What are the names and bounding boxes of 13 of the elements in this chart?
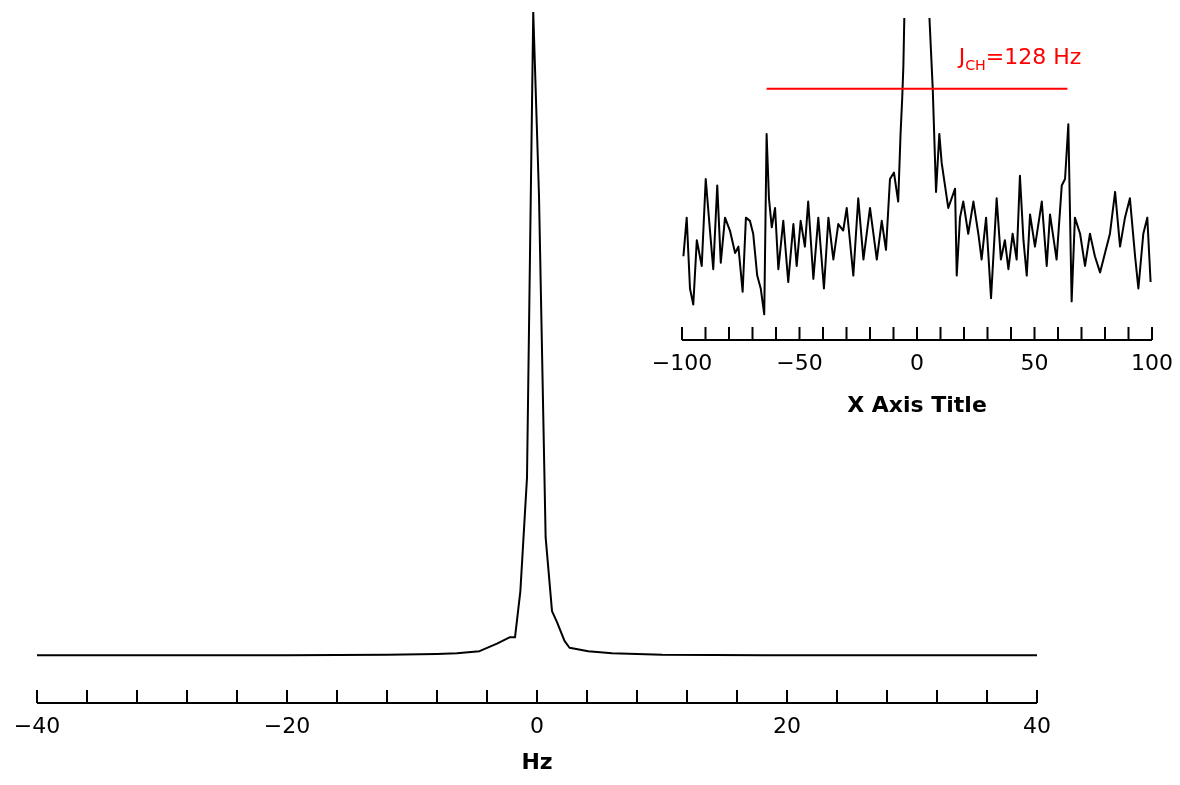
x-tick-label: 100 <box>1131 350 1173 375</box>
x-tick-label: −100 <box>651 350 713 375</box>
x-tick-label: 0 <box>910 350 924 375</box>
x-tick-label: 50 <box>1020 350 1049 375</box>
x-tick-label: 40 <box>1023 713 1051 738</box>
x-tick-label: 0 <box>530 713 544 738</box>
x-tick-label: −50 <box>776 350 823 375</box>
x-axis-title: X Axis Title <box>847 392 987 417</box>
annotation: J$_{CH}$=128 Hz <box>956 44 1082 73</box>
x-tick-label: 20 <box>773 713 801 738</box>
x-axis-title: Hz <box>521 749 553 774</box>
x-tick-label: −40 <box>13 713 61 738</box>
x-tick-label: −20 <box>263 713 311 738</box>
